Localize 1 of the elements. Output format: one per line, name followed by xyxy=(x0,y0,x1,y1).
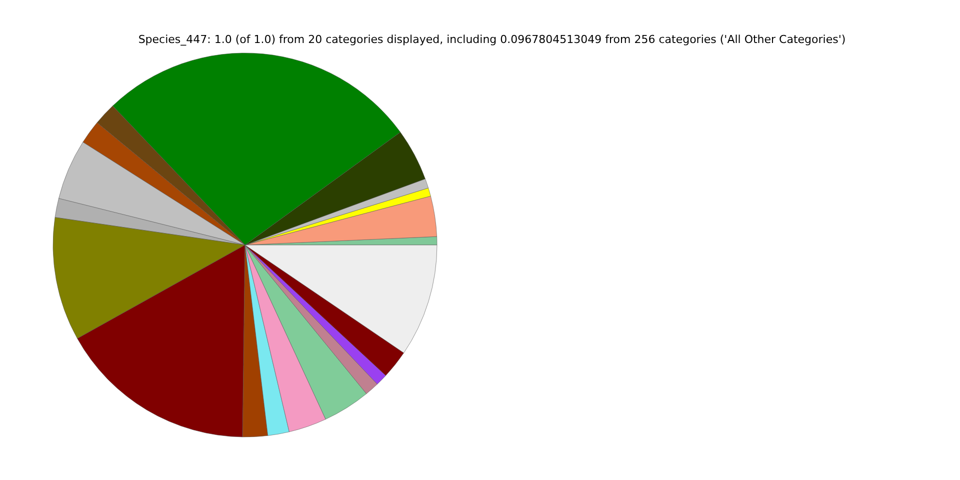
text: Species_447: 1.0 (of 1.0) from 20 categories displayed, including 0.0967804513049 from 256 categories ('All Other Categories') xyxy=(138,33,846,46)
